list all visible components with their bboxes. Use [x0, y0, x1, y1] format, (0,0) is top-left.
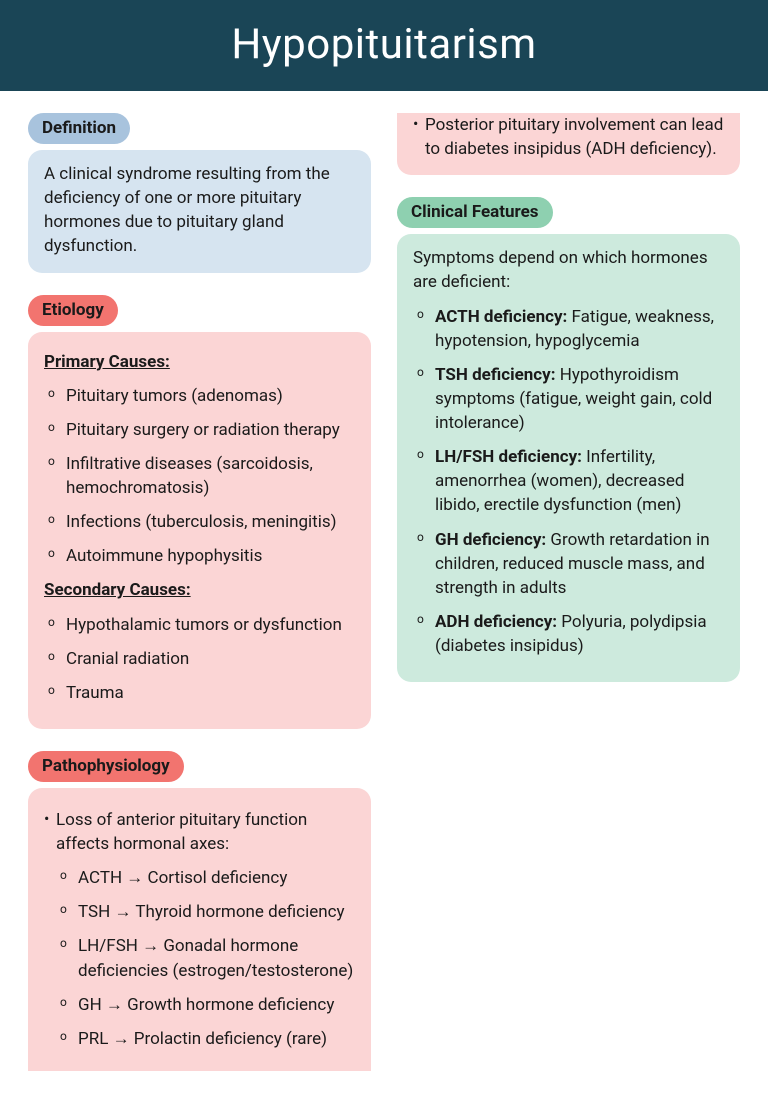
section-definition: Definition A clinical syndrome resulting…	[28, 113, 371, 273]
box-etiology: Primary Causes: Pituitary tumors (adenom…	[28, 332, 371, 729]
content-columns: Definition A clinical syndrome resulting…	[0, 91, 768, 1091]
list-item: ACTH → Cortisol deficiency	[78, 866, 355, 890]
list-item: GH deficiency: Growth retardation in chi…	[435, 528, 724, 600]
list-item: TSH deficiency: Hypothyroidism symptoms …	[435, 363, 724, 435]
list-item: ADH deficiency: Polyuria, polydipsia (di…	[435, 610, 724, 658]
box-definition: A clinical syndrome resulting from the d…	[28, 150, 371, 273]
heading-definition: Definition	[28, 113, 130, 144]
list-item: ACTH deficiency: Fatigue, weakness, hypo…	[435, 305, 724, 353]
etiology-primary-label: Primary Causes:	[44, 350, 355, 374]
list-item: LH/FSH → Gonadal hormone deficiencies (e…	[78, 934, 355, 982]
heading-etiology: Etiology	[28, 295, 118, 326]
clinical-bold: ADH deficiency:	[435, 612, 557, 632]
clinical-intro: Symptoms depend on which hormones are de…	[413, 246, 724, 294]
heading-pathophysiology: Pathophysiology	[28, 751, 184, 782]
clinical-bold: TSH deficiency:	[435, 365, 556, 385]
list-item: Autoimmune hypophysitis	[66, 544, 355, 568]
box-clinical: Symptoms depend on which hormones are de…	[397, 234, 740, 682]
list-item: Loss of anterior pituitary function affe…	[56, 808, 355, 1051]
section-etiology: Etiology Primary Causes: Pituitary tumor…	[28, 295, 371, 729]
list-item: Posterior pituitary involvement can lead…	[425, 113, 724, 161]
patho-axes-list: ACTH → Cortisol deficiency TSH → Thyroid…	[56, 866, 355, 1051]
list-item: Hypothalamic tumors or dysfunction	[66, 613, 355, 637]
list-item: LH/FSH deficiency: Infertility, amenorrh…	[435, 445, 724, 517]
list-item: Pituitary surgery or radiation therapy	[66, 418, 355, 442]
list-item: Pituitary tumors (adenomas)	[66, 384, 355, 408]
etiology-secondary-list: Hypothalamic tumors or dysfunction Crani…	[44, 613, 355, 705]
list-item: Infiltrative diseases (sarcoidosis, hemo…	[66, 452, 355, 500]
clinical-bold: LH/FSH deficiency:	[435, 447, 582, 467]
clinical-bold: GH deficiency:	[435, 530, 546, 550]
patho-lead: Loss of anterior pituitary function affe…	[56, 810, 307, 854]
etiology-primary-list: Pituitary tumors (adenomas) Pituitary su…	[44, 384, 355, 569]
list-item: Infections (tuberculosis, meningitis)	[66, 510, 355, 534]
list-item: TSH → Thyroid hormone deficiency	[78, 900, 355, 924]
page-title: Hypopituitarism	[0, 0, 768, 91]
list-item: Trauma	[66, 681, 355, 705]
list-item: GH → Growth hormone deficiency	[78, 993, 355, 1017]
clinical-bold: ACTH deficiency:	[435, 307, 567, 327]
list-item: Cranial radiation	[66, 647, 355, 671]
heading-clinical: Clinical Features	[397, 197, 553, 228]
section-clinical: Clinical Features Symptoms depend on whi…	[397, 197, 740, 682]
clinical-list: ACTH deficiency: Fatigue, weakness, hypo…	[413, 305, 724, 659]
etiology-secondary-label: Secondary Causes:	[44, 578, 355, 602]
list-item: PRL → Prolactin deficiency (rare)	[78, 1027, 355, 1051]
